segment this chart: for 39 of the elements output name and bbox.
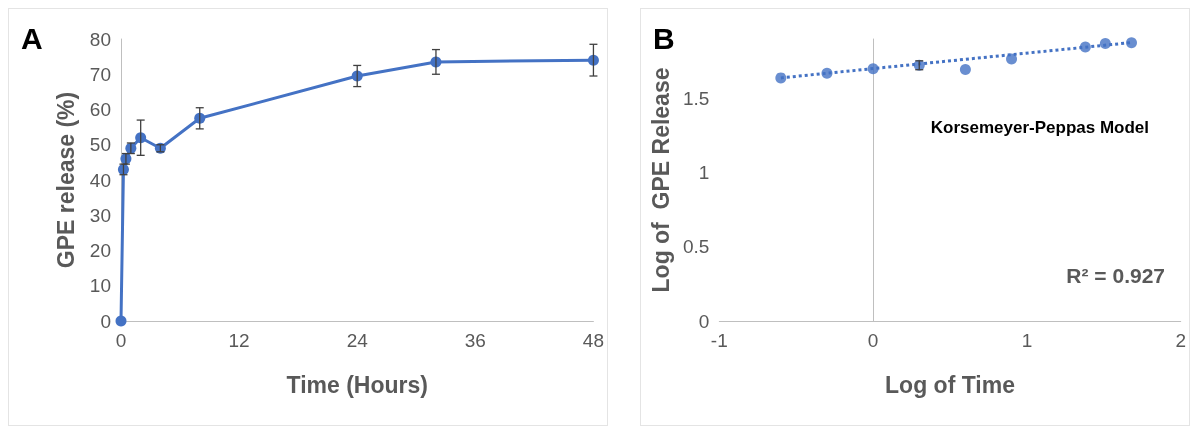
x-tick-label: -1	[710, 330, 728, 351]
y-tick-label: 70	[89, 63, 111, 85]
y-tick-label: 0	[100, 310, 111, 332]
y-tick-label: 10	[89, 275, 111, 297]
point	[1006, 53, 1018, 65]
y-tick-label: 1.5	[682, 87, 710, 109]
y-tick-label: 20	[89, 240, 111, 261]
point	[1079, 41, 1091, 53]
x-tick-label: 48	[582, 330, 604, 351]
y-tick-label: 60	[89, 99, 111, 120]
x-tick-label: 2	[1175, 330, 1187, 351]
annotation: R² = 0.927	[1066, 264, 1166, 287]
x-tick-label: 0	[115, 330, 127, 351]
y-tick-label: 80	[89, 28, 111, 50]
x-tick-label: 0	[867, 330, 879, 351]
y-axis-title: Log of GPE Release	[647, 67, 674, 293]
y-tick-label: 50	[89, 134, 111, 156]
x-tick-label: 36	[464, 330, 486, 351]
x-tick-label: 12	[228, 330, 250, 351]
point	[1126, 37, 1137, 49]
y-tick-label: 30	[89, 204, 111, 226]
text: A	[21, 21, 43, 55]
y-tick-label: 0.5	[682, 236, 710, 258]
text: B	[653, 21, 675, 55]
point	[1099, 37, 1111, 49]
point	[959, 64, 971, 76]
point	[821, 67, 833, 79]
y-tick-label: 40	[89, 169, 111, 191]
x-tick-label: 1	[1021, 330, 1033, 351]
x-tick-label: 24	[346, 330, 369, 351]
y-tick-label: 1	[698, 162, 710, 184]
point	[867, 63, 879, 75]
x-axis-title: Log of Time	[885, 371, 1015, 398]
x-axis-title: Time (Hours)	[286, 371, 428, 398]
point	[115, 315, 127, 327]
annotation: Korsemeyer-Peppas Model	[930, 118, 1150, 137]
y-tick-label: 0	[698, 310, 710, 332]
y-axis-title: GPE release (%)	[52, 91, 79, 269]
point	[775, 72, 787, 84]
